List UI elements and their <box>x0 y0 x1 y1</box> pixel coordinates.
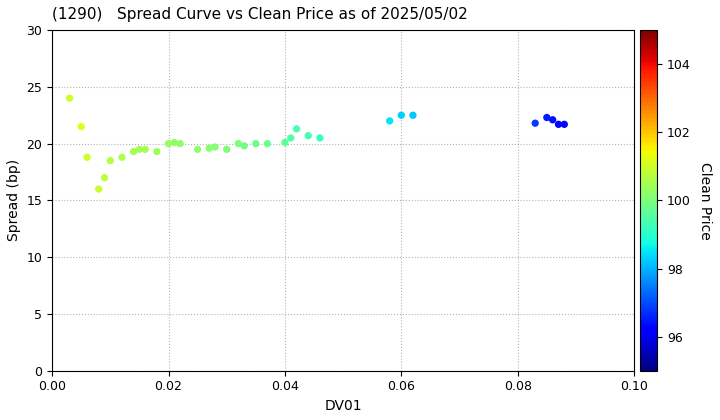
Point <box>104 158 116 164</box>
Point <box>238 142 250 149</box>
Point <box>553 121 564 128</box>
Point <box>134 146 145 152</box>
Point <box>314 134 325 141</box>
Point <box>291 126 302 132</box>
Point <box>233 140 244 147</box>
Point <box>395 112 407 118</box>
Point <box>174 140 186 147</box>
Point <box>116 154 127 160</box>
Point <box>221 146 233 152</box>
Point <box>151 148 163 155</box>
Point <box>250 140 261 147</box>
Point <box>279 139 291 146</box>
Point <box>384 118 395 124</box>
Point <box>128 148 140 155</box>
Point <box>163 140 174 147</box>
Y-axis label: Spread (bp): Spread (bp) <box>7 159 21 242</box>
X-axis label: DV01: DV01 <box>324 399 362 413</box>
Point <box>547 116 559 123</box>
Point <box>541 114 552 121</box>
Point <box>93 186 104 192</box>
Point <box>140 146 151 152</box>
Point <box>302 132 314 139</box>
Point <box>261 140 273 147</box>
Point <box>192 146 203 152</box>
Point <box>285 134 297 141</box>
Point <box>204 145 215 152</box>
Point <box>81 154 93 160</box>
Text: (1290)   Spread Curve vs Clean Price as of 2025/05/02: (1290) Spread Curve vs Clean Price as of… <box>52 7 468 22</box>
Point <box>529 120 541 126</box>
Point <box>64 95 76 102</box>
Y-axis label: Clean Price: Clean Price <box>698 162 712 239</box>
Point <box>408 112 419 118</box>
Point <box>76 123 87 130</box>
Point <box>210 144 221 150</box>
Point <box>559 121 570 128</box>
Point <box>99 174 110 181</box>
Point <box>168 139 180 146</box>
